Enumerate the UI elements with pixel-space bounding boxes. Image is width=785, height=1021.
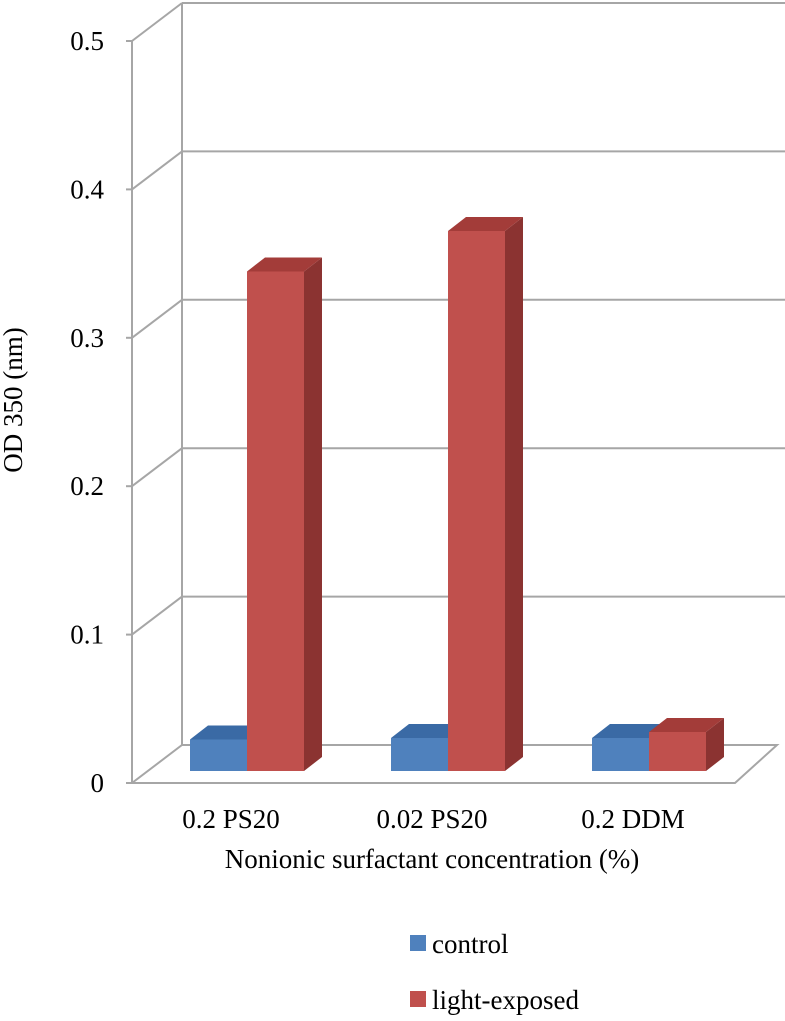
bar-front <box>190 739 247 771</box>
y-tick-label: 0.4 <box>70 174 104 204</box>
bar-side <box>304 257 322 771</box>
bar-side <box>505 217 523 771</box>
bar-light-exposed-3 <box>649 718 724 771</box>
bar-light-exposed-2 <box>448 217 523 771</box>
x-category-label: 0.2 DDM <box>581 804 685 834</box>
bar-front <box>391 738 448 771</box>
gridline-side <box>131 595 183 636</box>
bar-front <box>649 732 706 771</box>
y-tick-label: 0 <box>91 768 105 798</box>
y-axis-ticks: 0 0.1 0.2 0.3 0.4 0.5 <box>70 26 132 798</box>
bar-top <box>592 724 667 738</box>
x-category-label: 0.2 PS20 <box>182 804 280 834</box>
x-axis-categories: 0.2 PS20 0.02 PS20 0.2 DDM <box>182 804 685 834</box>
bar-top <box>247 257 322 272</box>
gridline-side <box>131 150 183 191</box>
y-tick-label: 0.1 <box>70 620 104 650</box>
bars <box>190 217 724 771</box>
y-tick-label: 0.3 <box>70 323 104 353</box>
bar-front <box>247 271 304 771</box>
legend-swatch-light-exposed <box>410 991 426 1007</box>
bar-top <box>391 724 466 738</box>
y-tick-label: 0.5 <box>70 26 104 56</box>
y-tick-label: 0.2 <box>70 471 104 501</box>
gridline-side <box>131 2 183 42</box>
gridline-side <box>131 299 183 339</box>
legend-swatch-control <box>410 935 426 951</box>
x-axis-label: Nonionic surfactant concentration (%) <box>225 844 640 874</box>
bar-top <box>448 217 523 231</box>
bar-top <box>649 718 724 732</box>
gridline-side <box>131 447 183 487</box>
legend: control light-exposed <box>410 929 579 1015</box>
bar-light-exposed-1 <box>247 257 322 771</box>
y-axis-label: OD 350 (nm) <box>0 327 28 472</box>
bar-side <box>706 718 724 771</box>
bar-front <box>448 231 505 771</box>
legend-label-light-exposed: light-exposed <box>432 985 579 1015</box>
legend-label-control: control <box>432 929 508 959</box>
x-category-label: 0.02 PS20 <box>376 804 487 834</box>
bar-front <box>592 738 649 771</box>
bar-top <box>190 725 265 740</box>
